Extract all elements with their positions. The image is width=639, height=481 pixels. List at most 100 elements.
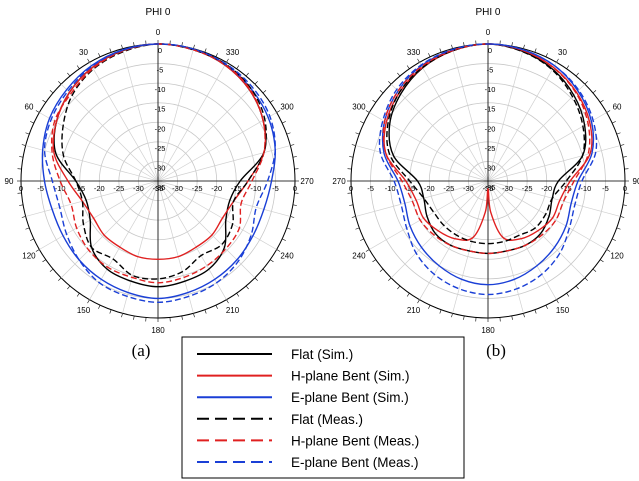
angle-tick-mark	[286, 132, 291, 135]
angle-tick-mark	[290, 216, 295, 218]
angle-tick-mark	[428, 53, 431, 57]
angle-tick-mark	[622, 204, 627, 206]
angle-tick-mark	[42, 99, 46, 103]
angle-tick-mark	[25, 227, 30, 230]
angle-tick-mark	[428, 305, 431, 309]
angle-tick-mark	[58, 81, 62, 85]
angle-tick-mark	[21, 216, 26, 218]
angle-tick-mark	[612, 121, 616, 124]
angle-tick-mark	[355, 227, 360, 230]
angle-tick-mark	[109, 309, 112, 314]
radial-tick-label: -30	[485, 163, 496, 172]
legend-label-h-plane-bent-sim: H-plane Bent (Sim.)	[291, 369, 410, 384]
angle-tick-label: 240	[352, 252, 366, 261]
series-line-h-plane-bent-meas-a	[50, 43, 266, 284]
angle-tick-mark	[121, 44, 123, 49]
angle-tick-label: 270	[300, 177, 314, 186]
panel-label-b: (b)	[486, 341, 506, 360]
angle-tick-mark	[349, 204, 354, 206]
angle-tick-mark	[534, 309, 537, 314]
angle-tick-label: 300	[352, 103, 366, 112]
angle-tick-mark	[30, 238, 34, 241]
angle-tick-mark	[417, 299, 420, 304]
angle-tick-mark	[204, 309, 207, 314]
radial-tick-label: -25	[113, 184, 124, 193]
angle-tick-mark	[616, 132, 621, 135]
angle-tick-label: 30	[558, 48, 567, 57]
angle-tick-label: 210	[407, 306, 421, 315]
grid-spoke	[122, 180, 159, 314]
angle-tick-mark	[19, 156, 24, 158]
grid-spoke	[487, 180, 557, 300]
angle-tick-mark	[245, 72, 249, 77]
angle-tick-mark	[49, 90, 54, 94]
angle-tick-mark	[463, 42, 465, 47]
radial-tick-label: -5	[37, 184, 44, 193]
radial-tick-label: -10	[250, 184, 261, 193]
angle-tick-mark	[226, 58, 229, 63]
angle-tick-mark	[19, 204, 24, 206]
grid-spoke	[25, 145, 159, 182]
angle-tick-mark	[556, 58, 559, 63]
angle-tick-mark	[76, 293, 80, 297]
angle-tick-mark	[98, 305, 101, 309]
angle-tick-label: 90	[5, 177, 14, 186]
grid-spoke	[157, 83, 256, 182]
radial-tick-label: -25	[443, 184, 454, 193]
angle-tick-mark	[290, 144, 295, 146]
angle-tick-mark	[511, 315, 513, 320]
grid-spoke	[39, 112, 159, 182]
grid-spoke	[487, 112, 607, 182]
radial-tick-label: -10	[385, 184, 396, 193]
angle-tick-mark	[42, 259, 46, 263]
angle-tick-mark	[592, 90, 597, 94]
angle-tick-mark	[620, 144, 625, 146]
angle-tick-mark	[35, 249, 40, 252]
angle-tick-mark	[21, 144, 26, 146]
series-line-e-plane-bent-meas-a	[43, 43, 276, 304]
angle-tick-mark	[67, 72, 71, 77]
radial-tick-label: -35	[485, 183, 496, 192]
radial-tick-label: -15	[155, 105, 166, 114]
angle-tick-label: 60	[613, 103, 622, 112]
radial-tick-label: -25	[522, 184, 533, 193]
grid-spoke	[157, 180, 256, 279]
legend-label-e-plane-bent-meas: E-plane Bent (Meas.)	[291, 455, 419, 470]
grid-spoke	[157, 180, 291, 217]
angle-tick-mark	[226, 299, 229, 304]
angle-tick-mark	[215, 53, 218, 57]
angle-tick-label: 90	[633, 177, 639, 186]
radial-tick-label: -30	[133, 184, 144, 193]
radial-tick-label: -5	[602, 184, 609, 193]
angle-tick-mark	[600, 99, 604, 103]
radial-tick-label: -15	[231, 184, 242, 193]
angle-tick-mark	[523, 44, 525, 49]
angle-tick-mark	[193, 44, 195, 49]
radial-tick-label: -5	[157, 66, 164, 75]
radial-tick-label: -35	[155, 183, 166, 192]
radial-tick-label: -15	[485, 105, 496, 114]
angle-tick-mark	[181, 315, 183, 320]
angle-tick-mark	[439, 309, 442, 314]
angle-tick-label: 120	[22, 252, 36, 261]
angle-tick-mark	[584, 81, 588, 85]
radial-tick-label: 0	[349, 184, 353, 193]
legend-label-flat-sim: Flat (Sim.)	[291, 347, 353, 362]
grid-spoke	[487, 180, 524, 314]
grid-spoke	[487, 180, 607, 250]
series-line-flat-meas-a	[61, 43, 267, 280]
angle-tick-mark	[600, 259, 604, 263]
radial-tick-label: -20	[211, 184, 222, 193]
grid-spoke	[487, 180, 621, 217]
angle-tick-mark	[193, 313, 195, 318]
grid-spoke	[452, 48, 489, 182]
angle-tick-mark	[406, 293, 410, 297]
angle-tick-mark	[397, 285, 401, 290]
angle-tick-mark	[254, 81, 258, 85]
chart-title-a: PHI 0	[145, 7, 170, 18]
angle-tick-mark	[181, 42, 183, 47]
grid-spoke	[122, 48, 159, 182]
angle-tick-mark	[451, 313, 453, 318]
angle-tick-mark	[254, 277, 258, 281]
grid-spoke	[89, 62, 159, 182]
